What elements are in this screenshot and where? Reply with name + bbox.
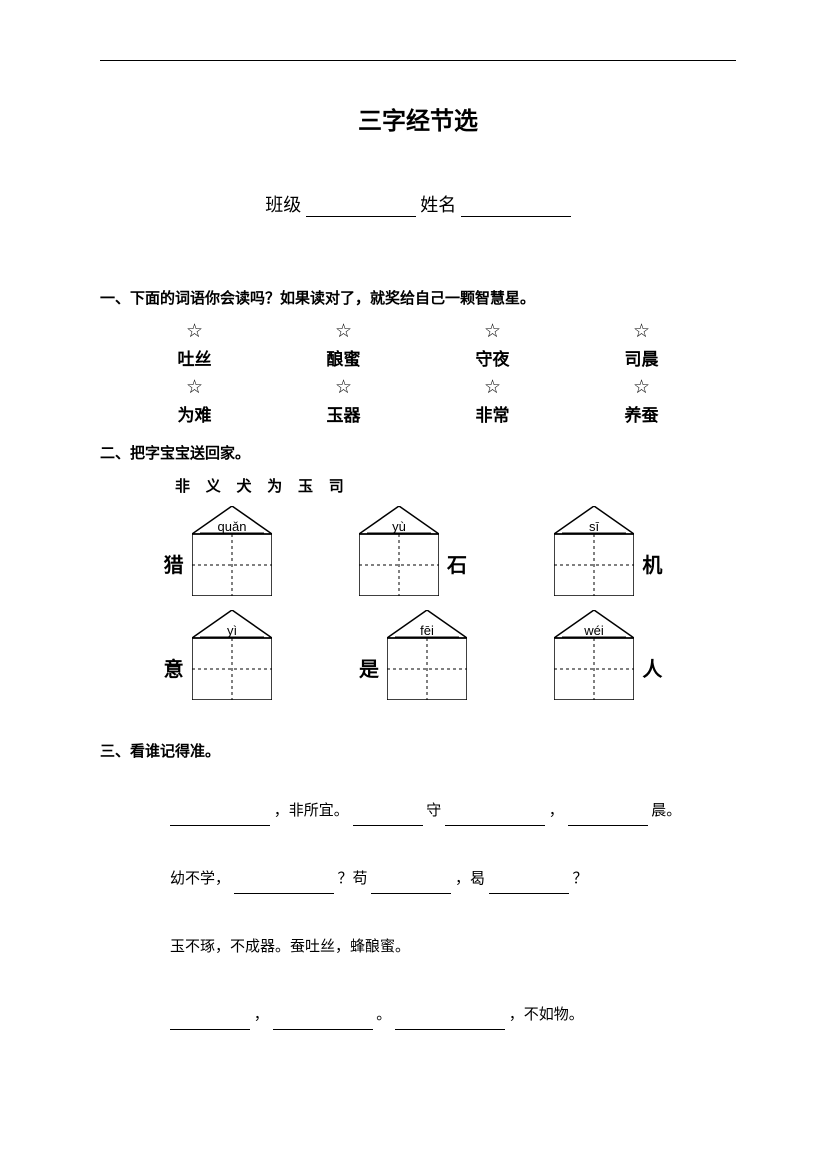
star-icon: ☆ — [567, 376, 716, 399]
text: 幼不学， — [170, 871, 230, 887]
word-cell: ☆ 非常 — [418, 376, 567, 426]
star-icon: ☆ — [120, 376, 269, 399]
star-icon: ☆ — [418, 320, 567, 343]
word-cell: ☆ 为难 — [120, 376, 269, 426]
star-icon: ☆ — [120, 320, 269, 343]
class-blank[interactable] — [306, 199, 416, 217]
word-text: 为难 — [178, 406, 212, 425]
pinyin-text: yù — [392, 519, 406, 534]
class-label: 班级 — [265, 195, 301, 215]
star-icon: ☆ — [269, 376, 418, 399]
word-text: 司晨 — [625, 350, 659, 369]
student-info-row: 班级 姓名 — [100, 191, 736, 217]
blank[interactable] — [371, 878, 451, 894]
word-text: 酿蜜 — [327, 350, 361, 369]
worksheet-page: 三字经节选 班级 姓名 一、下面的词语你会读吗？如果读对了，就奖给自己一颗智慧星… — [0, 0, 826, 1128]
fill-line-4: ， 。 ，不如物。 — [170, 1000, 736, 1030]
star-row-2: ☆ 为难 ☆ 玉器 ☆ 非常 ☆ 养蚕 — [100, 376, 736, 426]
house-label: 猎 — [164, 549, 184, 578]
house-icon: sī — [554, 506, 634, 596]
pinyin-text: quǎn — [217, 519, 246, 534]
word-cell: ☆ 酿蜜 — [269, 320, 418, 370]
house-unit: 猎 quǎn — [164, 506, 272, 596]
blank[interactable] — [353, 810, 423, 826]
word-text: 非常 — [476, 406, 510, 425]
text: ，不如物。 — [509, 1007, 584, 1023]
text: 。 — [376, 1007, 391, 1023]
houses-row: 猎 quǎn yù 石 sī 机 — [100, 506, 736, 596]
house-label: 意 — [164, 653, 184, 682]
name-label: 姓名 — [420, 195, 456, 215]
word-cell: ☆ 吐丝 — [120, 320, 269, 370]
text: 晨。 — [651, 803, 681, 819]
top-rule — [100, 60, 736, 61]
house-label: 石 — [447, 549, 467, 578]
page-title: 三字经节选 — [100, 101, 736, 136]
section3-heading: 三、看谁记得准。 — [100, 740, 736, 761]
word-cell: ☆ 玉器 — [269, 376, 418, 426]
house-unit: 是 fēi — [359, 610, 467, 700]
fill-line-2: 幼不学， ？苟 ，曷 ？ — [170, 864, 736, 894]
hint-characters: 非 义 犬 为 玉 司 — [175, 475, 736, 496]
blank[interactable] — [273, 1014, 373, 1030]
pinyin-text: yì — [227, 623, 237, 638]
blank[interactable] — [395, 1014, 505, 1030]
house-icon: fēi — [387, 610, 467, 700]
section1-heading: 一、下面的词语你会读吗？如果读对了，就奖给自己一颗智慧星。 — [100, 287, 736, 308]
house-icon: yù — [359, 506, 439, 596]
houses-container: 猎 quǎn yù 石 sī 机意 yì 是 fēi — [100, 506, 736, 700]
house-unit: 意 yì — [164, 610, 272, 700]
fill-line-3: 玉不琢，不成器。蚕吐丝，蜂酿蜜。 — [170, 932, 736, 962]
star-row-1: ☆ 吐丝 ☆ 酿蜜 ☆ 守夜 ☆ 司晨 — [100, 320, 736, 370]
word-text: 玉器 — [327, 406, 361, 425]
text: ， — [254, 1007, 269, 1023]
text: 守 — [426, 803, 441, 819]
pinyin-text: fēi — [420, 623, 434, 638]
house-unit: yù 石 — [359, 506, 467, 596]
house-icon: quǎn — [192, 506, 272, 596]
word-text: 守夜 — [476, 350, 510, 369]
house-label: 机 — [642, 549, 662, 578]
section3: 三、看谁记得准。 ，非所宜。 守 ， 晨。 幼不学， ？苟 ，曷 ？ 玉不琢，不… — [100, 740, 736, 1030]
star-icon: ☆ — [418, 376, 567, 399]
blank[interactable] — [234, 878, 334, 894]
house-label: 是 — [359, 653, 379, 682]
word-text: 养蚕 — [625, 406, 659, 425]
house-label: 人 — [642, 653, 662, 682]
pinyin-text: sī — [589, 519, 600, 534]
fill-line-1: ，非所宜。 守 ， 晨。 — [170, 796, 736, 826]
word-text: 吐丝 — [178, 350, 212, 369]
section2-heading: 二、把字宝宝送回家。 — [100, 442, 736, 463]
text: ？ — [573, 871, 588, 887]
house-unit: wéi 人 — [554, 610, 662, 700]
star-icon: ☆ — [567, 320, 716, 343]
houses-row: 意 yì 是 fēi wéi 人 — [100, 610, 736, 700]
blank[interactable] — [170, 1014, 250, 1030]
text: ？苟 — [338, 871, 368, 887]
star-icon: ☆ — [269, 320, 418, 343]
blank[interactable] — [568, 810, 648, 826]
word-cell: ☆ 养蚕 — [567, 376, 716, 426]
name-blank[interactable] — [461, 199, 571, 217]
house-icon: wéi — [554, 610, 634, 700]
blank[interactable] — [489, 878, 569, 894]
blank[interactable] — [170, 810, 270, 826]
text: ，曷 — [455, 871, 485, 887]
word-cell: ☆ 司晨 — [567, 320, 716, 370]
house-icon: yì — [192, 610, 272, 700]
blank[interactable] — [445, 810, 545, 826]
pinyin-text: wéi — [584, 623, 605, 638]
text: ， — [549, 803, 564, 819]
text: ，非所宜。 — [274, 803, 349, 819]
house-unit: sī 机 — [554, 506, 662, 596]
word-cell: ☆ 守夜 — [418, 320, 567, 370]
